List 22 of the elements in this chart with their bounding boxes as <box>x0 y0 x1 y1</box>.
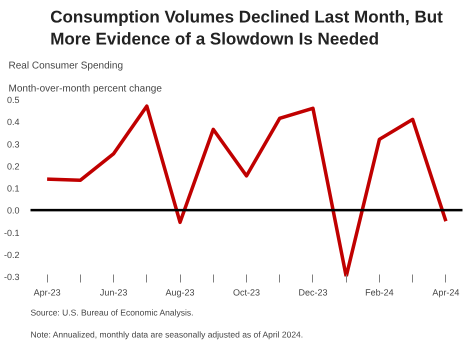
chart-subtitle: Real Consumer Spending <box>8 60 124 72</box>
y-tick-label: 0.4 <box>6 117 20 128</box>
line-series <box>45 104 448 276</box>
x-tick-label: Apr-23 <box>34 288 61 298</box>
x-tick-label: Oct-23 <box>232 288 260 298</box>
y-tick-label: 0.0 <box>6 206 20 216</box>
x-tick-label: Jun-23 <box>100 288 128 298</box>
x-tick-label: Feb-24 <box>365 288 394 298</box>
x-tick-label: Apr-24 <box>432 288 460 298</box>
y-tick-label: -0.2 <box>4 250 20 260</box>
y-tick-label: 0.5 <box>6 95 20 105</box>
y-tick-label: -0.3 <box>4 272 20 282</box>
y-tick-label: 0.2 <box>6 161 20 172</box>
y-tick-label: -0.1 <box>4 228 20 238</box>
y-tick-label: 0.1 <box>6 184 20 194</box>
text: Note: Annualized, monthly data are seasonally adjusted as of April 2024. <box>30 330 304 340</box>
x-tick-label: Aug-23 <box>166 288 195 298</box>
y-tick-label: 0.3 <box>6 139 20 150</box>
y-axis-title: Month-over-month percent change <box>8 84 162 94</box>
x-tick-label: Dec-23 <box>298 288 328 298</box>
source-note: Source: U.S. Bureau of Economic Analysis. <box>30 308 194 318</box>
chart-title: Consumption Volumes Declined Last Month, But More Evidence of a Slowdown Is Needed <box>50 8 444 48</box>
